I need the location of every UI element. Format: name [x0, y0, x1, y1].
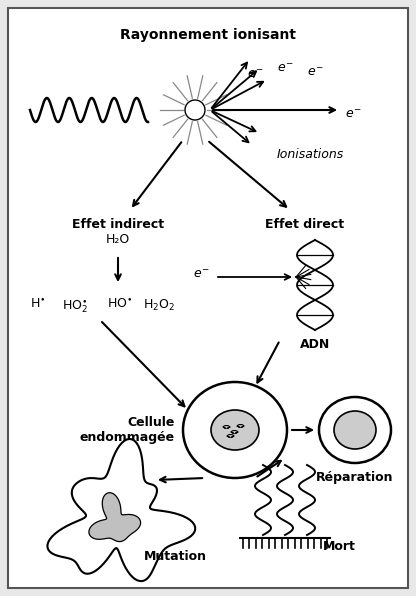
Text: $e^{-}$: $e^{-}$	[307, 67, 323, 79]
Text: $e^{-}$: $e^{-}$	[193, 269, 210, 281]
Text: $e^{-}$: $e^{-}$	[277, 61, 293, 74]
Circle shape	[185, 100, 205, 120]
Text: Mort: Mort	[323, 540, 356, 553]
Text: Cellule
endommagée: Cellule endommagée	[80, 416, 175, 444]
Ellipse shape	[211, 410, 259, 450]
Text: Réparation: Réparation	[316, 471, 394, 484]
Polygon shape	[47, 439, 195, 581]
Text: Effet indirect: Effet indirect	[72, 218, 164, 231]
Text: $e^{-}$: $e^{-}$	[345, 107, 362, 120]
Text: H$^{\bullet}$: H$^{\bullet}$	[30, 298, 45, 311]
Text: Effet direct: Effet direct	[265, 218, 344, 231]
Text: Mutation: Mutation	[144, 550, 206, 563]
Text: HO$^{\bullet}$: HO$^{\bullet}$	[107, 298, 132, 311]
Text: $e^{-}$: $e^{-}$	[247, 69, 263, 82]
Ellipse shape	[334, 411, 376, 449]
Ellipse shape	[319, 397, 391, 463]
Text: Ionisations: Ionisations	[276, 148, 344, 161]
FancyBboxPatch shape	[8, 8, 408, 588]
Text: HO$_{2}^{\bullet}$: HO$_{2}^{\bullet}$	[62, 298, 88, 315]
Text: Rayonnement ionisant: Rayonnement ionisant	[120, 28, 296, 42]
Text: H₂O: H₂O	[106, 233, 130, 246]
Polygon shape	[89, 493, 141, 542]
Text: H$_{2}$O$_{2}$: H$_{2}$O$_{2}$	[143, 298, 175, 313]
Text: ADN: ADN	[300, 338, 330, 351]
Ellipse shape	[183, 382, 287, 478]
